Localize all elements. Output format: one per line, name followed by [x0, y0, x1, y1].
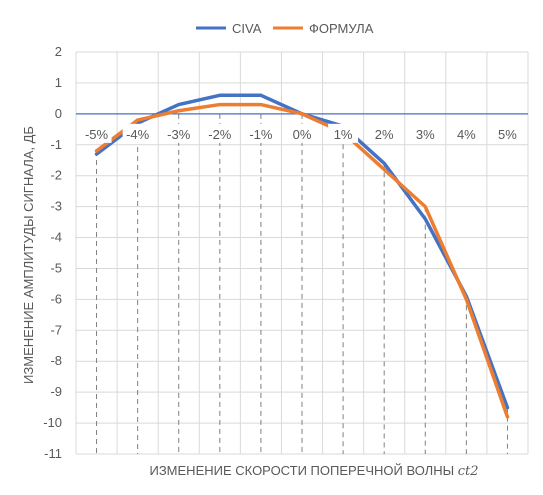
y-tick-label: -10: [43, 415, 62, 430]
x-tick-label-bg: [81, 123, 112, 143]
x-tick-label: -4%: [126, 127, 150, 142]
x-tick-label-bg: [204, 123, 235, 143]
grid-layer: [75, 51, 529, 455]
x-tick-label: 1%: [334, 127, 353, 142]
x-tick-label: 4%: [457, 127, 476, 142]
y-tick-label: -2: [50, 168, 62, 183]
x-tick-label-bg: [410, 123, 441, 143]
y-tick-label: -8: [50, 353, 62, 368]
x-tick-label: 0%: [293, 127, 312, 142]
y-tick-label: -6: [50, 291, 62, 306]
drop-lines: [96, 113, 508, 454]
x-tick-label: 2%: [375, 127, 394, 142]
legend-civa-label: CIVA: [232, 21, 262, 36]
legend-formula-label: ФОРМУЛА: [309, 21, 374, 36]
y-tick-label: -1: [50, 137, 62, 152]
formula-series-line: [94, 102, 510, 419]
x-tick-label-bg: [122, 123, 153, 143]
y-tick-label: -5: [50, 260, 62, 275]
y-axis-title: ИЗМЕНЕНИЕ АМПЛИТУДЫ СИГНАЛА, ДБ: [21, 126, 36, 384]
x-tick-label: 3%: [416, 127, 435, 142]
series-layer: [94, 93, 510, 419]
x-tick-label: -3%: [167, 127, 191, 142]
legend: CIVA ФОРМУЛА: [196, 21, 374, 36]
x-tick-label-bg: [287, 123, 317, 143]
y-tick-label: -3: [50, 199, 62, 214]
y-tick-label: 0: [55, 106, 62, 121]
x-tick-label: -2%: [208, 127, 232, 142]
x-tick-label-bg: [492, 123, 523, 143]
y-tick-label: -4: [50, 230, 62, 245]
x-tick-label: -1%: [249, 127, 273, 142]
y-tick-label: 1: [55, 75, 62, 90]
x-tick-label-bg: [163, 123, 194, 143]
y-tick-label: -7: [50, 322, 62, 337]
y-tick-label: -9: [50, 384, 62, 399]
x-tick-label-bg: [369, 123, 400, 143]
x-tick-label: -5%: [85, 127, 109, 142]
x-tick-label: 5%: [498, 127, 517, 142]
x-tick-label-bg: [328, 123, 359, 143]
x-tick-label-bg: [245, 123, 276, 143]
x-axis-title-symbol: ct2: [458, 464, 479, 479]
y-tick-label: 2: [55, 44, 62, 59]
x-axis-title: ИЗМЕНЕНИЕ СКОРОСТИ ПОПЕРЕЧНОЙ ВОЛНЫ ct2: [149, 463, 478, 479]
x-tick-label-bg: [451, 123, 482, 143]
x-axis-title-text: ИЗМЕНЕНИЕ СКОРОСТИ ПОПЕРЕЧНОЙ ВОЛНЫ: [149, 463, 454, 478]
y-tick-label: -11: [44, 446, 62, 461]
tick-labels: 2 1 0 -1 -2 -3 -4 -5 -6 -7 -8 -9 -10 -11 -5% -4% -3% -2% -…: [43, 44, 523, 461]
